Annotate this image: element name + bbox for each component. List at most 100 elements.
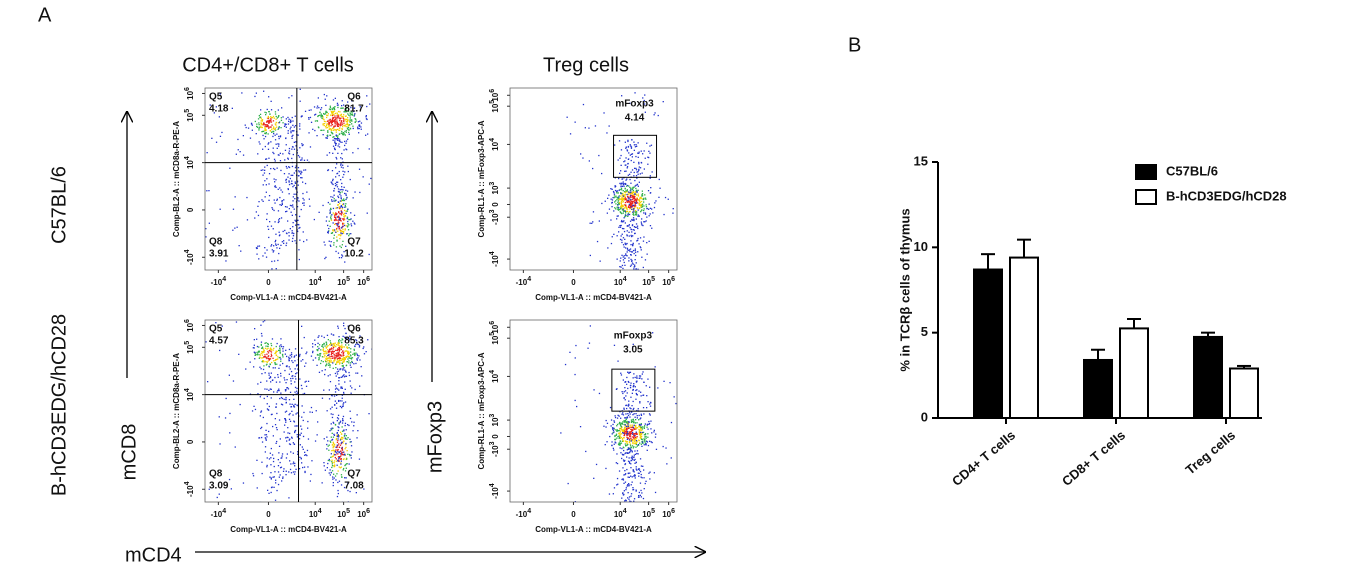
tick-exp: 3 [489,441,496,445]
event-dot [235,153,237,155]
event-dot [641,172,643,174]
event-dot [256,354,258,356]
event-dot [285,389,287,391]
event-dot [327,359,329,361]
event-dot [277,143,279,145]
event-dot [634,428,636,430]
event-dot [266,348,268,350]
event-dot [628,152,630,154]
event-dot [220,252,222,254]
event-dot [628,225,630,227]
event-dot [266,108,268,111]
event-dot [626,208,629,210]
event-dot [633,144,636,146]
event-dot [614,185,616,187]
event-dot [330,353,332,356]
event-dot [288,208,290,210]
event-dot [344,477,346,479]
event-dot [626,230,628,232]
event-dot [270,372,272,374]
event-dot [287,436,289,439]
event-dot [645,204,647,206]
event-dot [641,426,643,429]
event-dot [627,387,629,390]
event-dot [643,212,645,214]
event-dot [635,175,638,177]
event-dot [599,260,601,262]
event-dot [323,112,325,115]
event-dot [291,230,293,232]
event-dot [340,442,342,444]
event-dot [338,114,340,116]
event-dot [641,378,643,380]
event-dot [343,120,345,122]
event-dot [336,434,338,436]
event-dot [314,114,316,116]
event-dot [272,120,275,122]
event-dot [621,497,623,499]
event-dot [325,110,327,112]
event-dot [341,394,343,396]
event-dot [340,246,342,249]
event-dot [267,355,269,357]
event-dot [267,225,269,228]
event-dot [626,430,628,432]
event-dot [637,251,639,253]
event-dot [634,259,636,261]
event-dot [634,438,636,440]
event-dot [632,400,634,403]
event-dot [632,187,634,189]
event-dot [338,216,340,218]
event-dot [335,458,337,460]
event-dot [635,443,637,445]
event-dot [574,373,576,376]
event-dot [294,368,296,370]
event-dot [261,347,263,349]
event-dot [240,250,242,252]
event-dot [642,407,645,409]
event-dot [635,436,637,438]
event-dot [294,181,296,183]
event-dot [627,472,629,475]
events [205,88,372,270]
event-dot [335,354,338,356]
event-dot [648,203,650,205]
event-dot [281,345,283,348]
event-dot [344,192,346,195]
event-dot [643,205,645,207]
event-dot [284,159,286,161]
event-dot [260,411,262,413]
legend-label: C57BL/6 [1166,163,1218,178]
event-dot [335,344,338,346]
event-dot [628,498,630,500]
event-dot [343,219,345,221]
event-dot [339,369,341,371]
event-dot [624,443,626,445]
event-dot [640,204,642,206]
event-dot [625,425,627,428]
event-dot [262,255,264,257]
event-dot [631,411,633,413]
event-dot [330,423,332,425]
event-dot [631,169,634,171]
tick-label: 105 [642,508,655,519]
event-dot [260,341,263,343]
event-dot [275,118,277,120]
event-dot [341,365,343,367]
event-dot [277,188,279,190]
event-dot [640,433,643,436]
event-dot [623,433,626,436]
event-dot [330,215,332,217]
event-dot [627,380,629,383]
event-dot [628,372,630,374]
event-dot [643,413,645,415]
event-dot [333,126,335,128]
event-dot [359,359,361,361]
event-dot [323,118,325,121]
event-dot [604,200,606,202]
event-dot [330,129,332,131]
event-dot [626,433,628,435]
event-dot [274,359,276,362]
event-dot [623,430,625,433]
event-dot [647,428,649,430]
